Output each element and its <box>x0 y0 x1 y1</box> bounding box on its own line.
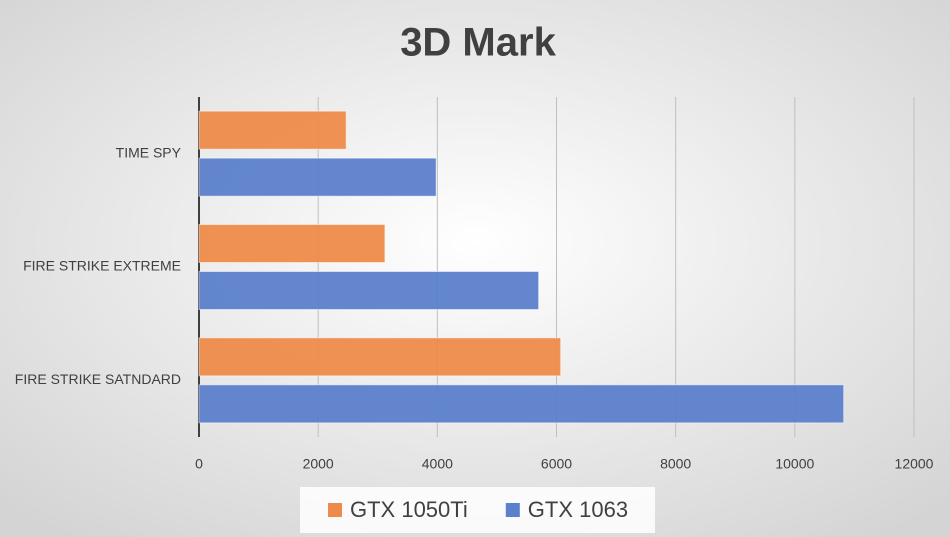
x-tick-label: 6000 <box>541 456 572 472</box>
x-tick-label: 10000 <box>775 456 814 472</box>
bar <box>198 157 437 197</box>
x-tick-label: 0 <box>195 456 203 472</box>
bar <box>198 337 562 377</box>
bar <box>198 224 386 263</box>
legend-swatch <box>505 503 520 517</box>
bar <box>198 384 845 424</box>
y-tick-label: FIRE STRIKE EXTREME <box>23 258 181 274</box>
y-tick-label: FIRE STRIKE SATNDARD <box>15 371 181 387</box>
legend-box <box>300 487 655 533</box>
bar <box>198 271 540 310</box>
chart-title: 3D Mark <box>400 21 556 65</box>
legend-swatch <box>328 503 342 517</box>
legend-label: GTX 1063 <box>528 497 628 522</box>
x-tick-label: 4000 <box>422 456 453 472</box>
x-tick-label: 2000 <box>303 456 334 472</box>
legend-label: GTX 1050Ti <box>350 497 468 522</box>
x-tick-label: 8000 <box>660 456 691 472</box>
bar <box>198 110 347 150</box>
y-tick-label: TIME SPY <box>116 144 182 160</box>
x-tick-label: 12000 <box>895 456 934 472</box>
